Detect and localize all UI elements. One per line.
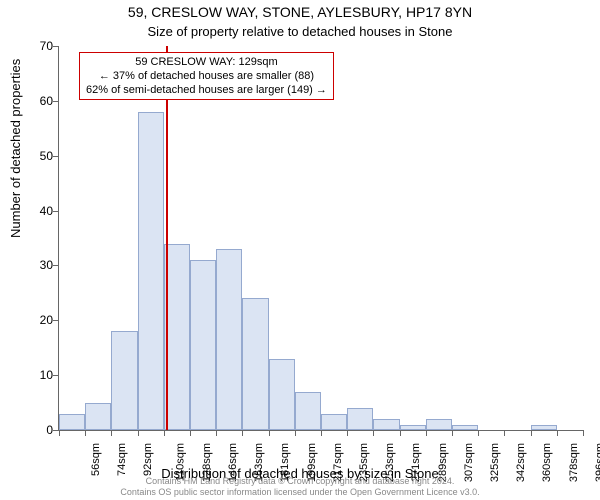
x-tick xyxy=(583,430,584,436)
x-tick xyxy=(452,430,453,436)
chart-container: 59, CRESLOW WAY, STONE, AYLESBURY, HP17 … xyxy=(0,0,600,500)
histogram-bar xyxy=(295,392,321,430)
x-tick xyxy=(111,430,112,436)
x-tick xyxy=(373,430,374,436)
x-tick xyxy=(321,430,322,436)
callout-line: 59 CRESLOW WAY: 129sqm xyxy=(86,55,327,69)
histogram-bar xyxy=(400,425,426,430)
histogram-bar xyxy=(321,414,347,430)
y-tick xyxy=(53,320,59,321)
attribution-line-2: Contains OS public sector information li… xyxy=(120,487,479,497)
histogram-bar xyxy=(242,298,268,430)
chart-title: 59, CRESLOW WAY, STONE, AYLESBURY, HP17 … xyxy=(0,4,600,20)
y-tick-label: 10 xyxy=(33,368,53,382)
x-tick xyxy=(242,430,243,436)
x-tick xyxy=(531,430,532,436)
y-tick xyxy=(53,46,59,47)
histogram-bar xyxy=(531,425,557,430)
x-tick xyxy=(295,430,296,436)
y-tick-label: 70 xyxy=(33,39,53,53)
x-tick xyxy=(478,430,479,436)
x-tick xyxy=(85,430,86,436)
x-tick xyxy=(190,430,191,436)
marker-line xyxy=(166,46,168,430)
y-tick-label: 50 xyxy=(33,149,53,163)
x-tick xyxy=(59,430,60,436)
attribution: Contains HM Land Registry data © Crown c… xyxy=(0,476,600,498)
chart-subtitle: Size of property relative to detached ho… xyxy=(0,24,600,39)
attribution-line-1: Contains HM Land Registry data © Crown c… xyxy=(146,476,455,486)
x-tick xyxy=(426,430,427,436)
plot-area: 01020304050607056sqm74sqm92sqm110sqm128s… xyxy=(58,46,583,431)
histogram-bar xyxy=(347,408,373,430)
x-tick xyxy=(269,430,270,436)
x-tick xyxy=(557,430,558,436)
histogram-bar xyxy=(190,260,216,430)
histogram-bar xyxy=(269,359,295,430)
histogram-bar xyxy=(85,403,111,430)
x-tick xyxy=(216,430,217,436)
callout-box: 59 CRESLOW WAY: 129sqm← 37% of detached … xyxy=(79,52,334,100)
y-tick-label: 20 xyxy=(33,313,53,327)
x-tick xyxy=(347,430,348,436)
histogram-bar xyxy=(373,419,399,430)
histogram-bar xyxy=(452,425,478,430)
callout-line: 62% of semi-detached houses are larger (… xyxy=(86,83,327,97)
x-tick xyxy=(400,430,401,436)
y-tick-label: 60 xyxy=(33,94,53,108)
x-tick xyxy=(504,430,505,436)
y-tick xyxy=(53,156,59,157)
histogram-bar xyxy=(59,414,85,430)
histogram-bar xyxy=(426,419,452,430)
x-tick xyxy=(164,430,165,436)
y-tick xyxy=(53,211,59,212)
callout-line: ← 37% of detached houses are smaller (88… xyxy=(86,69,327,83)
y-tick-label: 30 xyxy=(33,258,53,272)
histogram-bar xyxy=(216,249,242,430)
y-tick xyxy=(53,265,59,266)
y-tick-label: 0 xyxy=(33,423,53,437)
y-tick-label: 40 xyxy=(33,204,53,218)
y-tick xyxy=(53,375,59,376)
y-axis-label: Number of detached properties xyxy=(8,59,23,238)
x-tick xyxy=(138,430,139,436)
histogram-bar xyxy=(111,331,137,430)
y-tick xyxy=(53,101,59,102)
histogram-bar xyxy=(138,112,164,430)
